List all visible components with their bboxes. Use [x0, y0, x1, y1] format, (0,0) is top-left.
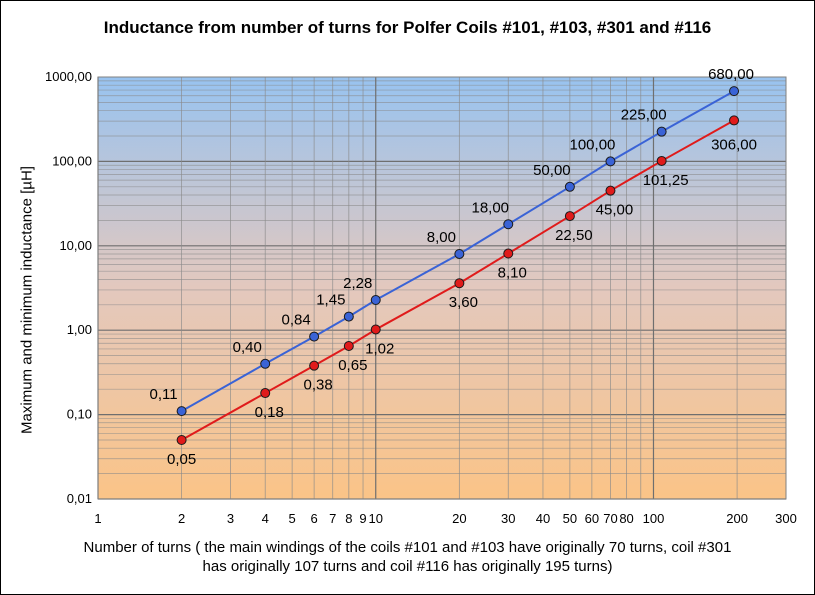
data-point: [176, 406, 187, 417]
data-label: 1,45: [316, 292, 345, 309]
y-tick-label: 1000,00: [45, 69, 92, 84]
x-tick-label: 7: [329, 511, 336, 526]
data-label: 0,18: [255, 404, 284, 421]
data-point: [370, 294, 381, 305]
x-tick-label: 300: [775, 511, 797, 526]
data-label: 2,28: [343, 275, 372, 292]
y-tick-label: 0,01: [67, 491, 92, 506]
data-label: 0,40: [233, 339, 262, 356]
x-tick-label: 3: [227, 511, 234, 526]
x-tick-label: 50: [563, 511, 577, 526]
data-point: [343, 340, 354, 351]
data-point: [454, 248, 465, 259]
data-label: 8,00: [427, 229, 456, 246]
x-tick-label: 20: [452, 511, 466, 526]
plot-area: [98, 77, 786, 499]
data-point: [503, 248, 514, 259]
y-tick-label: 100,00: [52, 153, 92, 168]
x-tick-label: 60: [585, 511, 599, 526]
plot-border: [97, 76, 787, 500]
data-label: 45,00: [596, 202, 634, 219]
data-point: [564, 181, 575, 192]
y-tick-label: 1,00: [67, 322, 92, 337]
data-label: 3,60: [449, 294, 478, 311]
x-tick-label: 70: [603, 511, 617, 526]
x-tick-label: 6: [311, 511, 318, 526]
x-tick-label: 200: [726, 511, 748, 526]
data-label: 101,25: [643, 172, 689, 189]
data-label: 1,02: [365, 340, 394, 357]
data-point: [454, 278, 465, 289]
data-label: 0,11: [150, 386, 178, 403]
data-point: [656, 126, 667, 137]
x-tick-label: 8: [345, 511, 352, 526]
x-tick-label: 100: [643, 511, 665, 526]
data-label: 680,00: [708, 66, 754, 83]
x-tick-label: 5: [289, 511, 296, 526]
x-tick-label: 9: [359, 511, 366, 526]
tick-labels: 1 2 3 4 5 6 7 8 9 10 20 30 40 50 60 70 80 100 200 300 0,01 0,…: [45, 69, 797, 526]
data-label: 100,00: [570, 136, 616, 153]
x-tick-label: 30: [501, 511, 515, 526]
x-tick-label: 1: [94, 511, 101, 526]
data-point: [176, 435, 187, 446]
data-label: 306,00: [711, 136, 757, 153]
x-axis-label-line: Number of turns ( the main windings of t…: [83, 539, 732, 556]
data-label: 22,50: [555, 227, 593, 244]
data-point: [729, 86, 740, 97]
data-label: 50,00: [533, 162, 571, 179]
data-label: 8,10: [498, 265, 527, 282]
x-tick-label: 4: [262, 511, 269, 526]
data-point: [729, 115, 740, 126]
x-tick-label: 10: [369, 511, 383, 526]
data-label: 225,00: [621, 107, 667, 124]
data-point: [656, 155, 667, 166]
x-tick-label: 2: [178, 511, 185, 526]
chart-title: Inductance from number of turns for Polf…: [103, 18, 712, 37]
x-tick-label: 80: [619, 511, 633, 526]
data-label: 0,65: [338, 357, 367, 374]
data-label: 18,00: [471, 199, 509, 216]
y-tick-label: 10,00: [59, 238, 92, 253]
x-tick-label: 40: [536, 511, 550, 526]
data-label: 0,38: [304, 377, 333, 394]
data-point: [605, 156, 616, 167]
data-labels: 0,11 0,40 0,84 1,452,28 8,00 18,00 50,00 100,00…: [150, 66, 757, 468]
data-point: [564, 211, 575, 222]
data-point: [370, 324, 381, 335]
data-label: 0,84: [282, 312, 311, 329]
y-tick-label: 0,10: [67, 407, 92, 422]
series-layer: [176, 86, 740, 446]
data-point: [260, 388, 271, 399]
data-point: [605, 185, 616, 196]
data-point: [343, 311, 354, 322]
x-axis-label-line: has originally 107 turns and coil #116 h…: [202, 558, 613, 575]
data-point: [260, 358, 271, 369]
data-point: [503, 219, 514, 230]
data-label: 0,05: [167, 451, 196, 468]
x-axis-label: Number of turns ( the main windings of t…: [0, 538, 815, 576]
data-point: [309, 331, 320, 342]
data-point: [309, 360, 320, 371]
